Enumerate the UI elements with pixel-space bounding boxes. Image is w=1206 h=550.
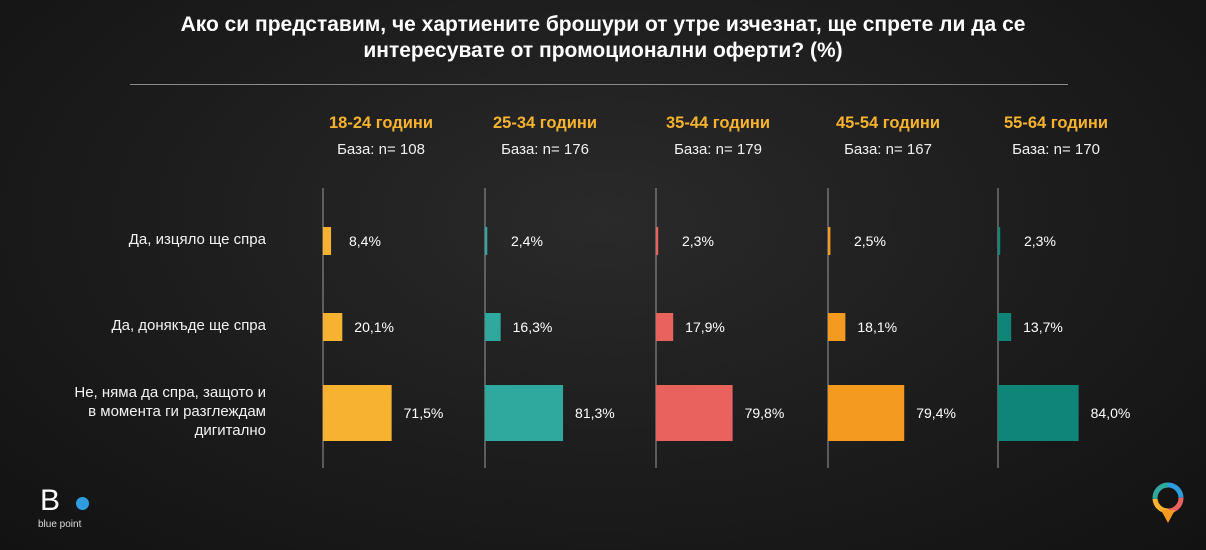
bar [998, 385, 1079, 441]
category-label: Да, донякъде ще спра [111, 316, 266, 335]
category-label: Да, изцяло ще спра [129, 230, 266, 249]
bar [485, 313, 501, 341]
data-label: 8,4% [349, 233, 381, 249]
data-label: 79,4% [916, 405, 956, 421]
group-base-size: База: n= 108 [337, 141, 425, 158]
title-divider [130, 84, 1068, 85]
bar [998, 227, 1001, 255]
group-header: 25-34 години База: n= 176 [465, 114, 625, 158]
map-pin-logo-icon [1152, 482, 1184, 523]
category-label-line: в момента ги разглеждам [88, 402, 266, 420]
bar [828, 385, 905, 441]
bar [656, 313, 674, 341]
group-header: 45-54 години База: n= 167 [808, 114, 968, 158]
group-title: 35-44 години [665, 114, 771, 132]
logo-brand-name: blue point [38, 519, 82, 530]
data-label: 17,9% [685, 319, 725, 335]
bar [485, 227, 488, 255]
logo-b-letter: B [40, 484, 61, 517]
bar [323, 385, 392, 441]
data-label: 81,3% [575, 405, 615, 421]
data-label: 2,3% [682, 233, 714, 249]
group-base-size: База: n= 167 [844, 141, 932, 158]
blue-point-logo: B blue point [38, 486, 108, 536]
bar [998, 313, 1012, 341]
data-label: 2,5% [854, 233, 886, 249]
data-label: 2,3% [1024, 233, 1056, 249]
group-title: 55-64 години [1003, 114, 1109, 132]
category-label-line: Да, донякъде ще спра [111, 316, 266, 334]
bar [323, 313, 343, 341]
data-label: 13,7% [1023, 319, 1063, 335]
group-header: 55-64 години База: n= 170 [976, 114, 1136, 158]
group-base-size: База: n= 179 [674, 141, 762, 158]
data-label: 79,8% [745, 405, 785, 421]
bar [485, 385, 564, 441]
group-title: 18-24 години [328, 114, 434, 132]
data-label: 71,5% [404, 405, 444, 421]
chart-title: Ако си представим, че хартиените брошури… [0, 12, 1206, 64]
category-label-line: дигитално [194, 421, 266, 439]
group-header: 18-24 години База: n= 108 [301, 114, 461, 158]
group-base-size: База: n= 176 [501, 141, 589, 158]
data-label: 84,0% [1091, 405, 1131, 421]
data-label: 20,1% [354, 319, 394, 335]
chart-title-line-2: интересувате от промоционални оферти? (%… [363, 39, 843, 62]
data-label: 16,3% [513, 319, 553, 335]
category-label-line: Не, няма да спра, защото и [74, 383, 266, 401]
group-base-size: База: n= 170 [1012, 141, 1100, 158]
group-title: 45-54 години [835, 114, 941, 132]
category-label-line: Да, изцяло ще спра [128, 230, 266, 248]
bar [656, 227, 659, 255]
group-title: 25-34 години [492, 114, 598, 132]
bar [323, 227, 332, 255]
bar [656, 385, 733, 441]
chart-title-line-1: Ако си представим, че хартиените брошури… [180, 13, 1026, 36]
bar [828, 313, 846, 341]
bar [828, 227, 831, 255]
group-header: 35-44 години База: n= 179 [638, 114, 798, 158]
data-label: 2,4% [511, 233, 543, 249]
data-label: 18,1% [857, 319, 897, 335]
logo-dot-icon [76, 497, 89, 510]
